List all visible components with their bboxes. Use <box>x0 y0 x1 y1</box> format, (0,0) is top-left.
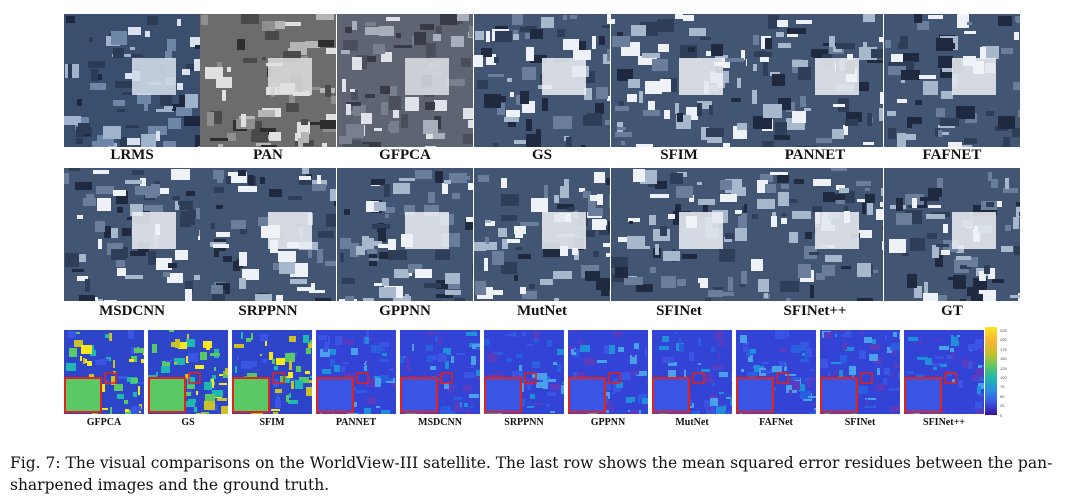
row1-label-6: FAFNET <box>922 147 982 163</box>
row1-image-3 <box>474 14 610 147</box>
row2-image-3 <box>474 168 610 301</box>
colorbar-tick: 200 <box>1000 337 1007 343</box>
error-map-10 <box>904 330 984 414</box>
row1-label-2: GFPCA <box>379 147 431 163</box>
error-map-label-10: SFINet++ <box>923 417 965 428</box>
row1-label-1: PAN <box>253 147 283 163</box>
error-map-5 <box>484 330 564 414</box>
error-map-2 <box>232 330 312 414</box>
error-map-label-5: SRPPNN <box>504 417 544 428</box>
row2-label-6: GT <box>941 303 963 319</box>
colorbar-tick: 225 <box>1000 328 1007 333</box>
error-map-4 <box>400 330 480 414</box>
error-map-1 <box>148 330 228 414</box>
error-map-label-6: GPPNN <box>590 417 626 428</box>
colorbar-tick: 0 <box>1000 412 1003 418</box>
colorbar-tick: 25 <box>1000 403 1005 409</box>
colorbar-tick: 150 <box>1000 356 1007 362</box>
row2-label-4: SFINet <box>656 303 702 319</box>
figure-caption: Fig. 7: The visual comparisons on the Wo… <box>10 454 1053 494</box>
colorbar-tick: 50 <box>1000 393 1005 399</box>
error-map-label-4: MSDCNN <box>418 417 462 428</box>
error-map-label-2: SFIM <box>259 417 285 428</box>
error-map-6 <box>568 330 648 414</box>
error-map-label-3: PANNET <box>335 417 377 428</box>
error-map-label-8: FAFNet <box>759 417 793 428</box>
row2-image-4 <box>611 168 747 301</box>
row1-image-5 <box>747 14 883 147</box>
row2-label-1: SRPPNN <box>238 303 298 319</box>
error-map-label-7: MutNet <box>675 417 709 428</box>
colorbar-tick: 125 <box>1000 365 1007 371</box>
colorbar-tick: 100 <box>1000 375 1007 380</box>
row1-label-0: LRMS <box>110 147 154 163</box>
row2-label-2: GPPNN <box>379 303 431 319</box>
error-map-label-0: GFPCA <box>86 417 122 428</box>
row1-label-4: SFIM <box>660 147 698 163</box>
row2-image-1 <box>200 168 336 301</box>
row2-label-3: MutNet <box>517 303 567 319</box>
row2-label-0: MSDCNN <box>99 303 165 319</box>
row2-image-0 <box>64 168 200 301</box>
error-map-label-9: SFINet <box>844 417 876 428</box>
row2-image-6 <box>884 168 1020 301</box>
row1-image-6 <box>884 14 1020 147</box>
row2-image-2 <box>337 168 473 301</box>
row2-image-5 <box>747 168 883 301</box>
colorbar <box>985 327 997 415</box>
colorbar-tick: 175 <box>1000 346 1007 352</box>
error-map-8 <box>736 330 816 414</box>
row1-label-5: PANNET <box>784 147 846 163</box>
colorbar-tick: 75 <box>1000 384 1005 390</box>
row2-label-5: SFINet++ <box>783 303 847 319</box>
error-map-7 <box>652 330 732 414</box>
row1-image-1 <box>200 14 336 147</box>
error-map-0 <box>64 330 144 414</box>
error-map-label-1: GS <box>181 417 195 428</box>
row1-image-0 <box>64 14 200 147</box>
row1-image-2 <box>337 14 473 147</box>
row1-label-3: GS <box>531 147 552 163</box>
row1-image-4 <box>611 14 747 147</box>
error-map-3 <box>316 330 396 414</box>
error-map-9 <box>820 330 900 414</box>
